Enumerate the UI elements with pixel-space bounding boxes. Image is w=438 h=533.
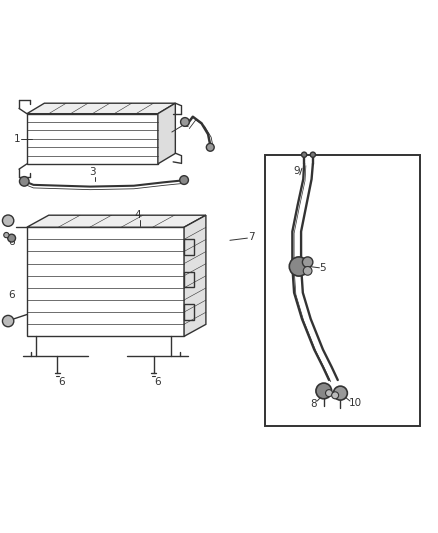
Circle shape bbox=[332, 392, 339, 399]
Polygon shape bbox=[27, 103, 175, 114]
Bar bbox=[27, 114, 158, 164]
Circle shape bbox=[8, 234, 15, 242]
Circle shape bbox=[180, 118, 189, 126]
Circle shape bbox=[325, 390, 332, 397]
Text: 1: 1 bbox=[14, 134, 21, 143]
Polygon shape bbox=[158, 103, 175, 164]
Text: 4: 4 bbox=[135, 211, 141, 221]
Circle shape bbox=[3, 316, 14, 327]
Text: 10: 10 bbox=[349, 398, 362, 408]
Text: 6: 6 bbox=[59, 377, 65, 387]
Text: 6: 6 bbox=[8, 238, 15, 247]
Text: 8: 8 bbox=[310, 399, 317, 409]
Bar bbox=[184, 239, 194, 255]
Circle shape bbox=[19, 176, 29, 186]
Circle shape bbox=[3, 215, 14, 227]
Text: 2: 2 bbox=[182, 119, 189, 129]
Circle shape bbox=[333, 386, 347, 400]
Text: 9: 9 bbox=[293, 166, 300, 176]
Circle shape bbox=[4, 232, 9, 238]
Text: 7: 7 bbox=[248, 232, 255, 242]
Circle shape bbox=[310, 152, 315, 157]
Text: 3: 3 bbox=[89, 167, 95, 177]
Circle shape bbox=[316, 383, 332, 399]
Circle shape bbox=[289, 257, 308, 276]
Circle shape bbox=[303, 266, 312, 275]
Polygon shape bbox=[27, 215, 206, 227]
Text: 5: 5 bbox=[320, 263, 326, 273]
Polygon shape bbox=[184, 215, 206, 336]
Circle shape bbox=[301, 152, 307, 157]
Text: 6: 6 bbox=[155, 377, 161, 387]
Circle shape bbox=[302, 257, 313, 268]
Bar bbox=[27, 227, 184, 336]
Bar bbox=[265, 155, 420, 426]
Circle shape bbox=[206, 143, 214, 151]
Text: 6: 6 bbox=[8, 290, 15, 300]
Circle shape bbox=[180, 176, 188, 184]
Bar bbox=[184, 272, 194, 287]
Bar bbox=[184, 304, 194, 320]
